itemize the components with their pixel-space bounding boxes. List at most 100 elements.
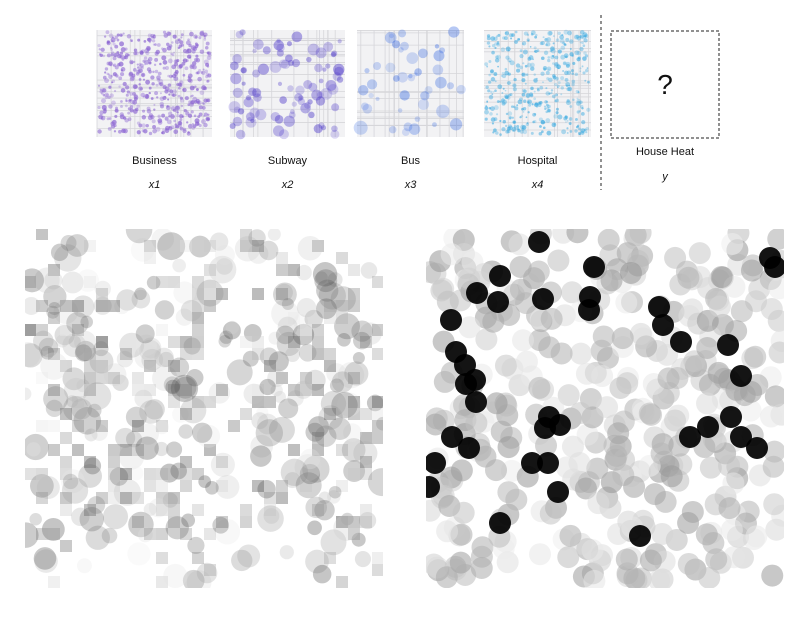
map-point [529, 92, 534, 97]
heat-circle [696, 337, 719, 360]
map-point [560, 76, 565, 81]
map-point [204, 46, 209, 50]
map-point [521, 41, 527, 46]
map-point [550, 46, 555, 51]
map-point [557, 49, 562, 54]
heat-cell [204, 240, 216, 252]
heat-cell [48, 576, 60, 588]
heat-cell [336, 516, 348, 528]
heat-cell [384, 432, 396, 444]
map-point [488, 80, 492, 84]
heat-cell [60, 456, 72, 468]
heat-blob [280, 458, 309, 487]
heat-blob [134, 287, 147, 301]
map-point [203, 36, 207, 39]
map-point [120, 47, 126, 53]
map-point [106, 61, 111, 66]
heat-blob [140, 337, 162, 359]
heat-blob [174, 376, 197, 399]
map-point [189, 31, 194, 37]
map-point [571, 79, 576, 84]
map-point [488, 73, 491, 77]
map-point [522, 62, 525, 65]
map-point [519, 49, 523, 53]
heat-cell [48, 384, 60, 396]
hot-spot [670, 331, 692, 353]
heat-blob [172, 258, 186, 273]
hot-spot [629, 525, 651, 547]
map-point [186, 48, 192, 54]
map-point [136, 121, 141, 125]
map-point [150, 75, 155, 80]
map-point [316, 91, 324, 99]
map-point [237, 108, 245, 115]
map-point [147, 33, 152, 38]
heat-circle [497, 436, 520, 459]
map-point [544, 107, 547, 110]
heat-blob [248, 243, 269, 264]
map-point [136, 104, 140, 108]
map-point [384, 31, 397, 44]
map-point [530, 32, 534, 36]
map-point [161, 130, 165, 135]
heat-blob [208, 382, 231, 404]
heat-cell [348, 516, 360, 528]
heat-blob [353, 441, 378, 466]
heat-cell [204, 528, 216, 540]
heat-blob [337, 392, 362, 417]
heat-cell [276, 372, 288, 384]
map-point [372, 61, 382, 71]
heat-circle [718, 497, 741, 520]
map-point [494, 80, 497, 83]
map-point [561, 33, 564, 37]
heat-circle [515, 350, 538, 373]
heat-cell [96, 372, 108, 384]
map-point [179, 40, 184, 45]
heat-blob [298, 343, 317, 362]
map-point [493, 105, 499, 111]
map-point [243, 97, 254, 108]
map-point [156, 43, 161, 47]
map-point [579, 70, 582, 73]
map-point [190, 110, 194, 114]
map-point [106, 40, 110, 44]
heat-circle [767, 229, 784, 250]
heat-cell [156, 492, 168, 504]
heat-cell [300, 324, 312, 336]
map-point [172, 73, 177, 79]
map-point [533, 97, 537, 101]
heat-blob [25, 387, 32, 401]
heat-cell [312, 504, 324, 516]
heat-circle [705, 548, 728, 571]
map-point [172, 108, 177, 112]
heat-blob [222, 321, 241, 340]
heat-cell [36, 324, 48, 336]
heat-blob [316, 279, 339, 302]
map-point [108, 61, 113, 66]
heat-circle [623, 567, 646, 588]
map-point [501, 101, 506, 106]
heat-cell [48, 420, 60, 432]
map-point [235, 30, 244, 39]
heat-cell [312, 384, 324, 396]
map-point [505, 46, 511, 52]
map-point [514, 40, 518, 44]
map-point [497, 65, 499, 68]
map-point [156, 75, 161, 80]
map-point [148, 91, 151, 95]
heat-blob [329, 378, 344, 393]
map-point [308, 111, 315, 119]
heat-circle [436, 520, 459, 543]
heat-blob [61, 271, 84, 294]
hot-spot [532, 288, 554, 310]
map-point [579, 41, 582, 44]
map-point [522, 49, 528, 55]
heat-cell [204, 564, 216, 576]
heat-cell [240, 408, 252, 420]
heat-blob [226, 359, 253, 386]
map-point [547, 56, 551, 59]
map-point [502, 36, 506, 40]
heat-blob [119, 332, 145, 358]
map-point [413, 72, 418, 77]
heat-blob [277, 316, 298, 337]
